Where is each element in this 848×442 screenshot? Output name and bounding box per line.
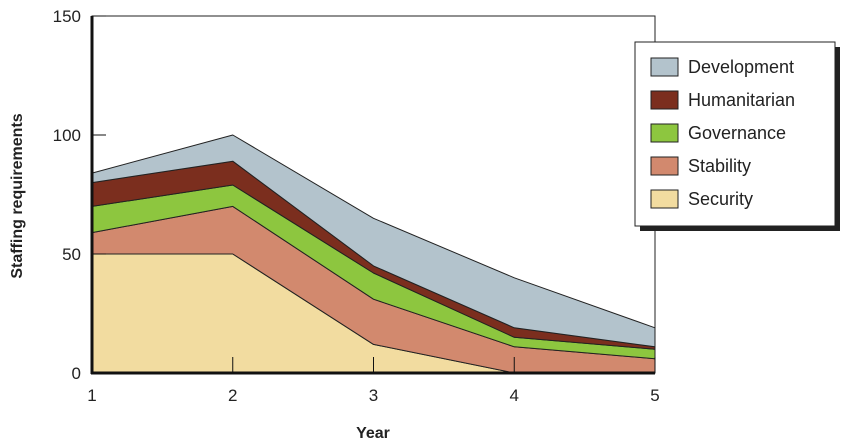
- legend-swatch-humanitarian: [650, 90, 679, 110]
- x-tick-label: 2: [228, 386, 237, 405]
- legend-swatch-development: [650, 57, 679, 77]
- x-tick-label: 5: [650, 386, 659, 405]
- y-tick-label: 150: [53, 7, 81, 26]
- y-axis-title: Staffing requirements: [9, 113, 26, 278]
- legend: Development Humanitarian Governance Stabili…: [634, 41, 840, 231]
- tick-labels: 0 50 100 150 1 2 3 4 5: [53, 7, 660, 405]
- area-layers: [91, 134, 656, 374]
- x-tick-label: 3: [369, 386, 378, 405]
- legend-label-development: Development: [688, 57, 794, 77]
- y-tick-label: 0: [72, 364, 81, 383]
- x-axis-title: Year: [356, 425, 390, 442]
- x-tick-label: 1: [87, 386, 96, 405]
- y-tick-label: 50: [62, 245, 81, 264]
- legend-swatch-governance: [650, 123, 679, 143]
- y-tick-label: 100: [53, 126, 81, 145]
- legend-label-security: Security: [688, 189, 753, 209]
- x-tick-label: 4: [510, 386, 519, 405]
- legend-label-governance: Governance: [688, 123, 786, 143]
- legend-label-stability: Stability: [688, 156, 751, 176]
- legend-swatch-security: [650, 189, 679, 209]
- legend-swatch-stability: [650, 156, 679, 176]
- legend-label-humanitarian: Humanitarian: [688, 90, 795, 110]
